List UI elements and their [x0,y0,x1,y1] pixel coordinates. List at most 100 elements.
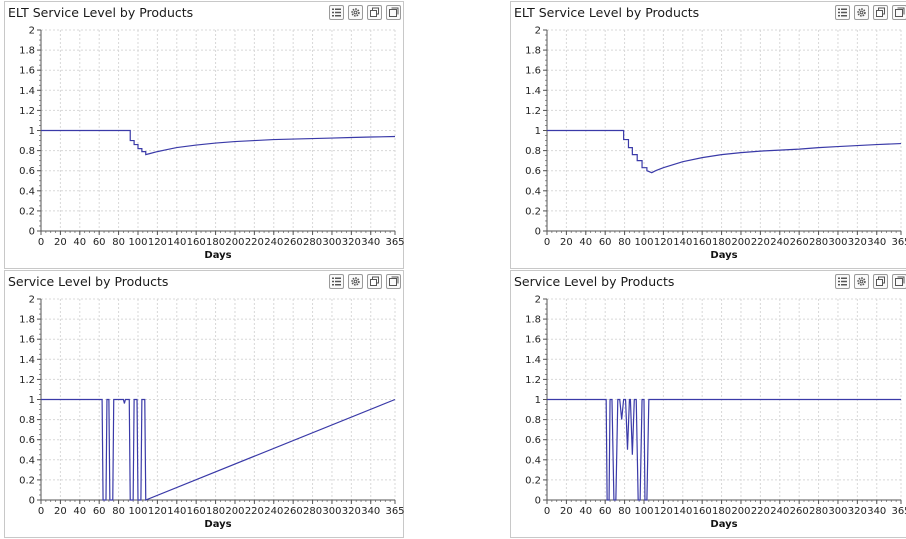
copy-icon [875,276,886,287]
maximize-icon [388,276,399,287]
x-tick-label: 120 [654,506,673,517]
x-tick-label: 220 [751,237,770,248]
y-tick-label: 1 [535,126,541,137]
x-tick-label: 60 [93,506,106,517]
x-tick-label: 80 [112,237,125,248]
settings-gear-button[interactable] [348,274,363,289]
x-tick-label: 200 [225,506,244,517]
y-tick-label: 1.6 [19,66,35,77]
chart-plot: 0 20 40 60 80 100 120 140 160 180 200 220 240 260 280 3… [525,26,906,262]
x-tick-label: 80 [618,506,631,517]
copy-button[interactable] [873,274,888,289]
y-tick-label: 0.6 [525,435,541,446]
y-tick-label: 0.6 [19,166,35,177]
x-tick-label: 200 [225,237,244,248]
chart-plot: 0 20 40 60 80 100 120 140 160 180 200 220 240 260 280 3… [525,295,906,531]
copy-icon [875,7,886,18]
x-tick-label: 80 [112,506,125,517]
legend-list-button[interactable] [329,274,344,289]
y-tick-label: 0.2 [525,475,541,486]
x-tick-label: 60 [599,237,612,248]
settings-gear-button[interactable] [854,5,869,20]
settings-gear-icon [856,7,867,18]
y-tick-label: 0.6 [19,435,35,446]
maximize-button[interactable] [892,274,906,289]
x-tick-label: 180 [712,506,731,517]
chart-plot: 0 20 40 60 80 100 120 140 160 180 200 220 240 260 280 3… [19,295,404,531]
y-tick-label: 0 [29,227,35,238]
chart-title: ELT Service Level by Products [8,5,194,20]
y-tick-label: 2 [535,26,541,37]
chart-toolbar [835,5,906,20]
x-tick-label: 260 [284,506,303,517]
x-tick-label: 340 [867,506,886,517]
x-tick-label: 340 [867,237,886,248]
x-axis-title: Days [204,250,231,261]
x-tick-label: 365 [385,506,404,517]
x-tick-label: 20 [54,506,67,517]
x-tick-label: 180 [206,237,225,248]
chart-plot: 0 20 40 60 80 100 120 140 160 180 200 220 240 260 280 3… [19,26,404,262]
y-tick-label: 0.2 [19,475,35,486]
legend-list-button[interactable] [835,5,850,20]
copy-button[interactable] [873,5,888,20]
copy-button[interactable] [367,274,382,289]
settings-gear-button[interactable] [854,274,869,289]
x-tick-label: 365 [891,506,906,517]
x-tick-label: 160 [693,506,712,517]
x-tick-label: 300 [828,237,847,248]
series-line [547,129,902,174]
y-tick-label: 0.8 [19,415,35,426]
chart-panel: Service Level by Products 0 20 40 60 80 100 12… [510,270,906,538]
x-tick-label: 0 [38,237,44,248]
maximize-button[interactable] [892,5,906,20]
x-tick-label: 140 [167,237,186,248]
settings-gear-icon [350,276,361,287]
y-tick-label: 0.8 [525,415,541,426]
x-tick-label: 300 [322,237,341,248]
x-tick-label: 240 [770,506,789,517]
y-tick-label: 1.6 [19,335,35,346]
maximize-icon [894,7,905,18]
x-tick-label: 180 [712,237,731,248]
settings-gear-button[interactable] [348,5,363,20]
x-tick-label: 260 [790,237,809,248]
y-tick-label: 1 [535,395,541,406]
chart-panel: ELT Service Level by Products 0 20 40 60 80 1… [510,1,906,269]
copy-button[interactable] [367,5,382,20]
chart-title: ELT Service Level by Products [514,5,700,20]
x-tick-label: 80 [618,237,631,248]
x-tick-label: 60 [93,237,106,248]
x-tick-label: 320 [848,237,867,248]
legend-list-button[interactable] [835,274,850,289]
legend-list-button[interactable] [329,5,344,20]
settings-gear-icon [350,7,361,18]
x-tick-label: 220 [245,237,264,248]
maximize-icon [388,7,399,18]
x-tick-label: 120 [148,506,167,517]
x-tick-label: 40 [73,237,86,248]
chart-toolbar [835,274,906,289]
x-tick-label: 20 [560,237,573,248]
x-tick-label: 340 [361,506,380,517]
x-tick-label: 220 [751,506,770,517]
y-tick-label: 1.2 [19,106,35,117]
y-tick-label: 1.6 [525,335,541,346]
x-tick-label: 300 [828,506,847,517]
x-tick-label: 340 [361,237,380,248]
maximize-button[interactable] [386,5,401,20]
maximize-button[interactable] [386,274,401,289]
y-tick-label: 0.4 [525,455,541,466]
y-tick-label: 0.2 [19,206,35,217]
y-tick-label: 1.4 [19,86,35,97]
x-tick-label: 100 [128,506,147,517]
x-tick-label: 320 [342,237,361,248]
x-tick-label: 40 [73,506,86,517]
y-tick-label: 0.8 [19,146,35,157]
y-tick-label: 1.2 [525,106,541,117]
y-tick-label: 2 [535,295,541,306]
x-tick-label: 240 [770,237,789,248]
copy-icon [369,7,380,18]
x-tick-label: 280 [303,506,322,517]
y-tick-label: 0.6 [525,166,541,177]
